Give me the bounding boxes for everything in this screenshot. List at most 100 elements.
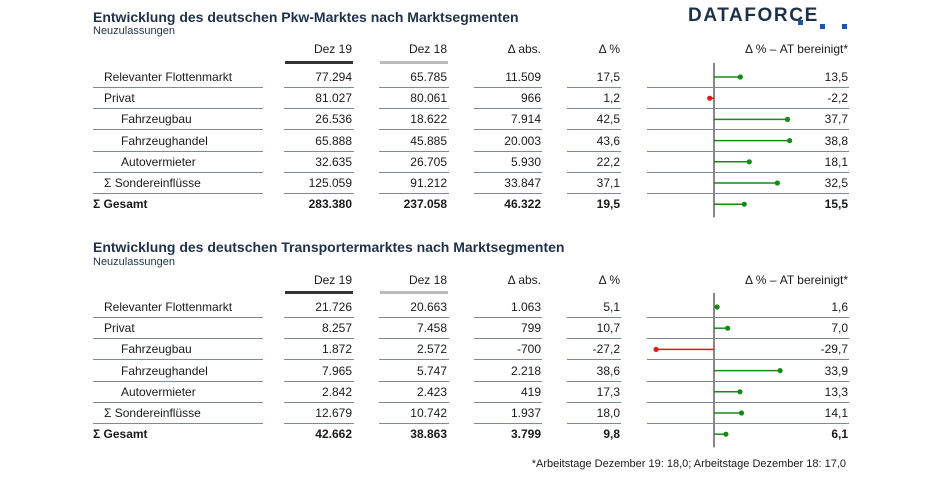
row-rule	[647, 423, 849, 424]
cell-dez19: 21.726	[315, 300, 352, 314]
cell-dez18: 10.742	[410, 406, 447, 420]
cell-abs: 20.003	[504, 133, 541, 148]
cell-abs: 966	[520, 91, 541, 106]
row-rule	[93, 423, 263, 424]
row-rule	[93, 193, 263, 194]
header-rule	[93, 64, 263, 65]
cell-pct: 1,2	[603, 91, 620, 106]
header-abs: Δ abs.	[507, 42, 541, 56]
cell-dez19: 283.380	[308, 197, 352, 212]
cell-dez18: 237.058	[403, 197, 447, 212]
row-rule	[567, 193, 621, 194]
row-rule	[647, 359, 849, 361]
header-rule	[379, 294, 449, 295]
row-rule	[284, 380, 354, 382]
lollipop-dot	[723, 431, 729, 437]
row-rule	[284, 150, 354, 152]
header-rule	[567, 64, 621, 65]
row-rule	[567, 401, 621, 403]
row-rule	[567, 171, 621, 173]
header-line-dez18	[380, 61, 448, 64]
header-at-adjusted: Δ % – AT bereinigt*	[745, 42, 848, 56]
cell-pct: -27,2	[592, 342, 620, 357]
row-rule	[93, 338, 263, 340]
cell-at: 1,6	[831, 300, 848, 314]
row-rule	[567, 359, 621, 361]
row-rule	[567, 129, 621, 131]
row-rule	[474, 87, 542, 88]
row-rule	[93, 317, 263, 318]
header-pct: Δ %	[598, 42, 620, 56]
cell-dez18: 26.705	[410, 154, 447, 169]
cell-abs: 2.218	[510, 363, 541, 378]
cell-dez19: 42.662	[315, 427, 352, 442]
row-rule	[474, 423, 542, 424]
row-rule	[379, 380, 449, 382]
header-rule	[284, 64, 354, 65]
cell-abs: 7.914	[510, 112, 541, 127]
header-at-adjusted: Δ % – AT bereinigt*	[745, 273, 848, 287]
lollipop-chart	[707, 63, 793, 218]
row-rule	[284, 87, 354, 88]
row-rule	[379, 338, 449, 340]
header-line-dez18	[380, 291, 448, 294]
row-rule	[284, 108, 354, 110]
cell-at: 15,5	[824, 197, 848, 212]
row-label: Fahrzeughandel	[121, 363, 208, 378]
row-rule	[474, 150, 542, 152]
row-label: Autovermieter	[121, 384, 196, 399]
row-rule	[93, 359, 263, 361]
lollipop-dot	[784, 116, 791, 122]
cell-abs: 799	[520, 321, 541, 336]
row-rule	[647, 317, 849, 318]
row-rule	[379, 401, 449, 403]
header-line-dez19	[285, 61, 353, 64]
row-rule	[284, 423, 354, 424]
lollipop-dot	[653, 346, 659, 352]
cell-dez18: 80.061	[410, 91, 447, 106]
cell-abs: 419	[520, 384, 541, 399]
row-rule	[379, 171, 449, 173]
cell-abs: 1.063	[510, 300, 541, 314]
cell-dez19: 32.635	[315, 154, 352, 169]
lollipop-dot	[774, 180, 780, 186]
row-label: Relevanter Flottenmarkt	[104, 300, 233, 314]
row-rule	[647, 108, 849, 110]
row-rule	[284, 401, 354, 403]
row-label: Σ Gesamt	[93, 427, 148, 442]
row-rule	[474, 317, 542, 318]
cell-at: 14,1	[824, 406, 848, 420]
cell-dez19: 7.965	[321, 363, 352, 378]
row-rule	[379, 129, 449, 131]
header-dez18: Dez 18	[408, 42, 447, 56]
header-dez19: Dez 19	[313, 273, 352, 287]
row-rule	[567, 423, 621, 424]
cell-dez19: 125.059	[308, 176, 352, 190]
cell-dez18: 2.572	[416, 342, 447, 357]
cell-dez18: 7.458	[416, 321, 447, 336]
cell-abs: 5.930	[510, 154, 541, 169]
cell-pct: 43,6	[596, 133, 620, 148]
dataforce-logo: DATAFORCE	[688, 2, 848, 32]
header-rule	[474, 294, 542, 295]
footnote: *Arbeitstage Dezember 19: 18,0; Arbeitst…	[531, 458, 846, 470]
row-rule	[284, 359, 354, 361]
cell-at: -29,7	[820, 342, 848, 357]
cell-at: 32,5	[824, 176, 848, 190]
cell-at: 13,3	[824, 384, 848, 399]
logo-dot	[820, 24, 825, 29]
row-rule	[647, 150, 849, 152]
cell-pct: 10,7	[596, 321, 620, 336]
cell-pct: 17,5	[596, 70, 620, 84]
header-rule	[567, 294, 621, 295]
cell-dez19: 8.257	[321, 321, 352, 336]
lollipop-dot	[738, 410, 745, 416]
row-rule	[567, 338, 621, 340]
cell-pct: 42,5	[596, 112, 620, 127]
header-line-dez19	[285, 291, 353, 294]
row-label: Σ Gesamt	[93, 197, 148, 212]
cell-dez19: 77.294	[315, 70, 352, 84]
cell-pct: 9,8	[603, 427, 620, 442]
row-rule	[647, 171, 849, 173]
row-rule	[474, 380, 542, 382]
